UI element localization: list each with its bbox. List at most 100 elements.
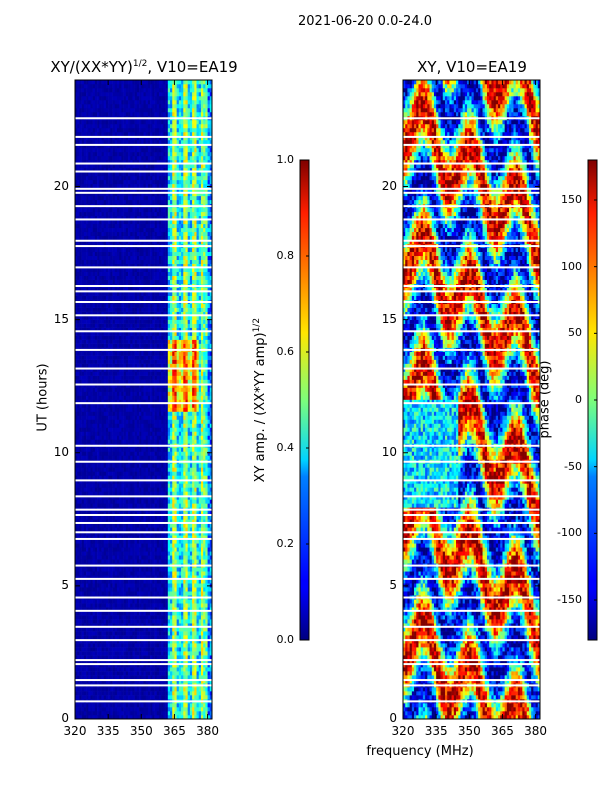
heatmap-cell xyxy=(141,539,144,544)
heatmap-cell xyxy=(123,499,127,504)
heatmap-cell xyxy=(132,559,135,564)
heatmap-cell xyxy=(75,555,78,560)
heatmap-cell xyxy=(143,655,147,660)
heatmap-cell xyxy=(176,519,180,524)
heatmap-cell xyxy=(119,703,122,708)
heatmap-cell xyxy=(161,447,164,452)
heatmap-cell xyxy=(119,479,122,484)
heatmap-cell xyxy=(163,527,166,532)
heatmap-cell xyxy=(198,675,202,680)
heatmap-cell xyxy=(132,715,135,719)
heatmap-cell xyxy=(209,615,212,620)
heatmap-cell xyxy=(198,627,202,632)
heatmap-cell xyxy=(105,527,109,532)
heatmap-cell xyxy=(209,619,212,624)
heatmap-cell xyxy=(94,695,98,700)
heatmap-cell xyxy=(125,419,129,424)
heatmap-cell xyxy=(121,543,124,548)
heatmap-cell xyxy=(136,547,140,552)
heatmap-cell xyxy=(123,579,127,584)
heatmap-cell xyxy=(130,659,133,664)
heatmap-cell xyxy=(86,615,89,620)
heatmap-cell xyxy=(130,575,133,580)
heatmap-cell xyxy=(136,515,140,520)
heatmap-cell xyxy=(90,419,93,424)
heatmap-cell xyxy=(116,403,120,408)
heatmap-cell xyxy=(170,583,173,588)
heatmap-cell xyxy=(143,639,147,644)
heatmap-cell xyxy=(79,415,82,420)
heatmap-cell xyxy=(79,487,82,492)
heatmap-cell xyxy=(181,479,184,484)
heatmap-cell xyxy=(167,423,171,428)
heatmap-cell xyxy=(121,487,124,492)
heatmap-cell xyxy=(123,487,127,492)
heatmap-cell xyxy=(121,671,124,676)
heatmap-cell xyxy=(200,523,204,528)
heatmap-cell xyxy=(203,679,206,684)
heatmap-cell xyxy=(154,687,158,692)
heatmap-cell xyxy=(172,619,175,624)
heatmap-cell xyxy=(86,535,89,540)
right-plot-title: XY, V10=EA19 xyxy=(372,58,572,76)
heatmap-cell xyxy=(154,675,158,680)
heatmap-cell xyxy=(121,651,124,656)
heatmap-cell xyxy=(152,679,155,684)
heatmap-cell xyxy=(94,471,98,476)
heatmap-cell xyxy=(150,639,153,644)
heatmap-cell xyxy=(165,399,169,404)
heatmap-cell xyxy=(185,423,188,428)
heatmap-cell xyxy=(185,579,188,584)
heatmap-cell xyxy=(152,599,155,604)
heatmap-cell xyxy=(145,439,149,444)
heatmap-cell xyxy=(181,559,184,564)
heatmap-cell xyxy=(207,579,211,584)
heatmap-cell xyxy=(209,503,212,508)
heatmap-cell xyxy=(205,519,208,524)
heatmap-cell xyxy=(110,487,113,492)
heatmap-cell xyxy=(207,667,211,672)
heatmap-cell xyxy=(185,415,188,420)
heatmap-cell xyxy=(200,427,204,432)
heatmap-cell xyxy=(172,455,175,460)
heatmap-cell xyxy=(77,487,80,492)
heatmap-cell xyxy=(108,499,111,504)
heatmap-cell xyxy=(196,403,200,408)
heatmap-cell xyxy=(158,435,162,440)
heatmap-cell xyxy=(101,631,105,636)
heatmap-cell xyxy=(110,627,113,632)
heatmap-cell xyxy=(200,639,204,644)
heatmap-cell xyxy=(130,519,133,524)
heatmap-cell xyxy=(189,627,193,632)
heatmap-cell xyxy=(108,427,111,432)
heatmap-cell xyxy=(209,627,212,632)
heatmap-cell xyxy=(181,555,184,560)
heatmap-cell xyxy=(161,667,164,672)
heatmap-cell xyxy=(75,639,78,644)
heatmap-cell xyxy=(183,591,186,596)
heatmap-cell xyxy=(139,419,142,424)
heatmap-cell xyxy=(108,703,111,708)
heatmap-cell xyxy=(94,603,98,608)
heatmap-cell xyxy=(114,499,118,504)
heatmap-cell xyxy=(152,695,155,700)
heatmap-cell xyxy=(77,431,80,436)
heatmap-cell xyxy=(108,539,111,544)
heatmap-cell xyxy=(79,559,82,564)
heatmap-cell xyxy=(121,539,124,544)
heatmap-cell xyxy=(183,447,186,452)
heatmap-cell xyxy=(132,571,135,576)
heatmap-cell xyxy=(88,535,91,540)
heatmap-cell xyxy=(114,571,118,576)
heatmap-cell xyxy=(194,535,197,540)
heatmap-cell xyxy=(125,679,129,684)
heatmap-cell xyxy=(121,603,124,608)
heatmap-cell xyxy=(178,523,182,528)
heatmap-cell xyxy=(130,531,133,536)
heatmap-cell xyxy=(176,415,180,420)
heatmap-cell xyxy=(97,523,100,528)
heatmap-cell xyxy=(154,631,158,636)
heatmap-cell xyxy=(90,655,93,660)
heatmap-cell xyxy=(136,487,140,492)
